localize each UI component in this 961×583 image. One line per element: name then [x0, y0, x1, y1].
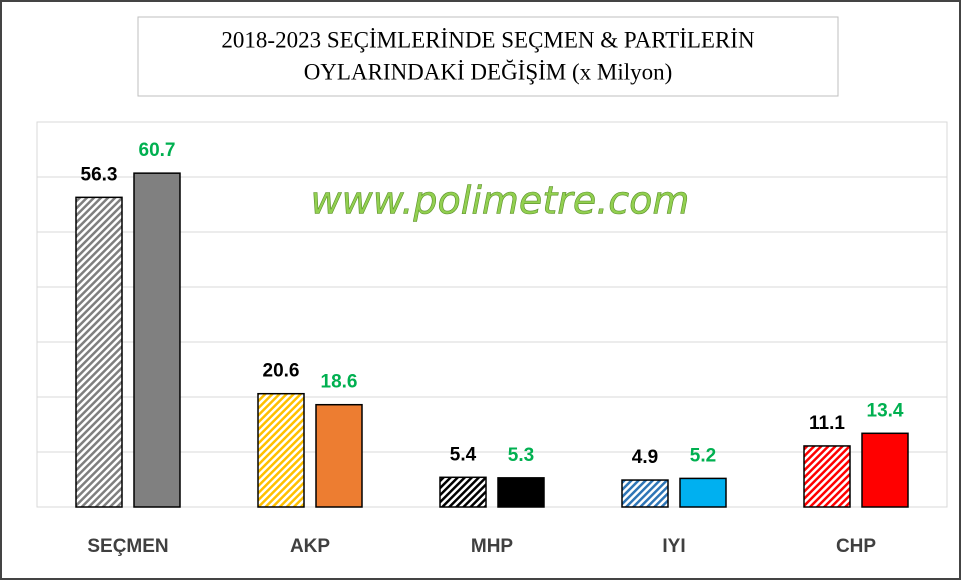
- data-label: 60.7: [139, 140, 176, 161]
- data-label: 5.4: [450, 444, 477, 465]
- data-label: 20.6: [263, 361, 300, 382]
- data-label: 18.6: [321, 372, 358, 393]
- x-tick-label: SEÇMEN: [87, 536, 168, 557]
- data-label: 4.9: [632, 447, 658, 468]
- watermark: www.polimetre.com: [311, 179, 690, 223]
- x-tick-label: AKP: [290, 536, 330, 557]
- bar: [861, 432, 909, 508]
- chart-title: OYLARINDAKİ DEĞİŞİM (x Milyon): [304, 59, 673, 84]
- bar: [133, 172, 181, 508]
- bar: [439, 476, 487, 508]
- data-label: 11.1: [809, 413, 845, 434]
- chart-title: 2018-2023 SEÇİMLERİNDE SEÇMEN & PARTİLER…: [221, 27, 755, 52]
- bar: [497, 477, 545, 508]
- x-tick-label: CHP: [836, 536, 876, 557]
- title-box: [137, 16, 839, 97]
- bar: [75, 196, 123, 508]
- data-label: 5.3: [508, 445, 534, 466]
- x-tick-label: MHP: [471, 536, 514, 557]
- data-label: 13.4: [867, 400, 904, 421]
- bar: [621, 479, 669, 508]
- bar: [803, 445, 851, 508]
- data-label: 56.3: [81, 164, 118, 185]
- bar: [257, 392, 305, 508]
- data-label: 5.2: [690, 445, 716, 466]
- x-tick-label: IYI: [662, 536, 685, 557]
- bar: [679, 477, 727, 508]
- bar: [315, 403, 363, 508]
